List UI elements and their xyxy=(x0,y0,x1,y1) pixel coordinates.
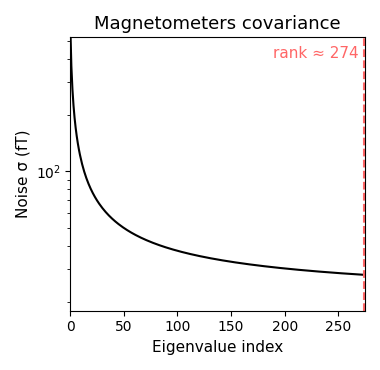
Text: rank ≈ 274: rank ≈ 274 xyxy=(274,46,359,61)
Title: Magnetometers covariance: Magnetometers covariance xyxy=(94,15,341,33)
Y-axis label: Noise σ (fT): Noise σ (fT) xyxy=(15,130,30,218)
X-axis label: Eigenvalue index: Eigenvalue index xyxy=(152,340,283,355)
